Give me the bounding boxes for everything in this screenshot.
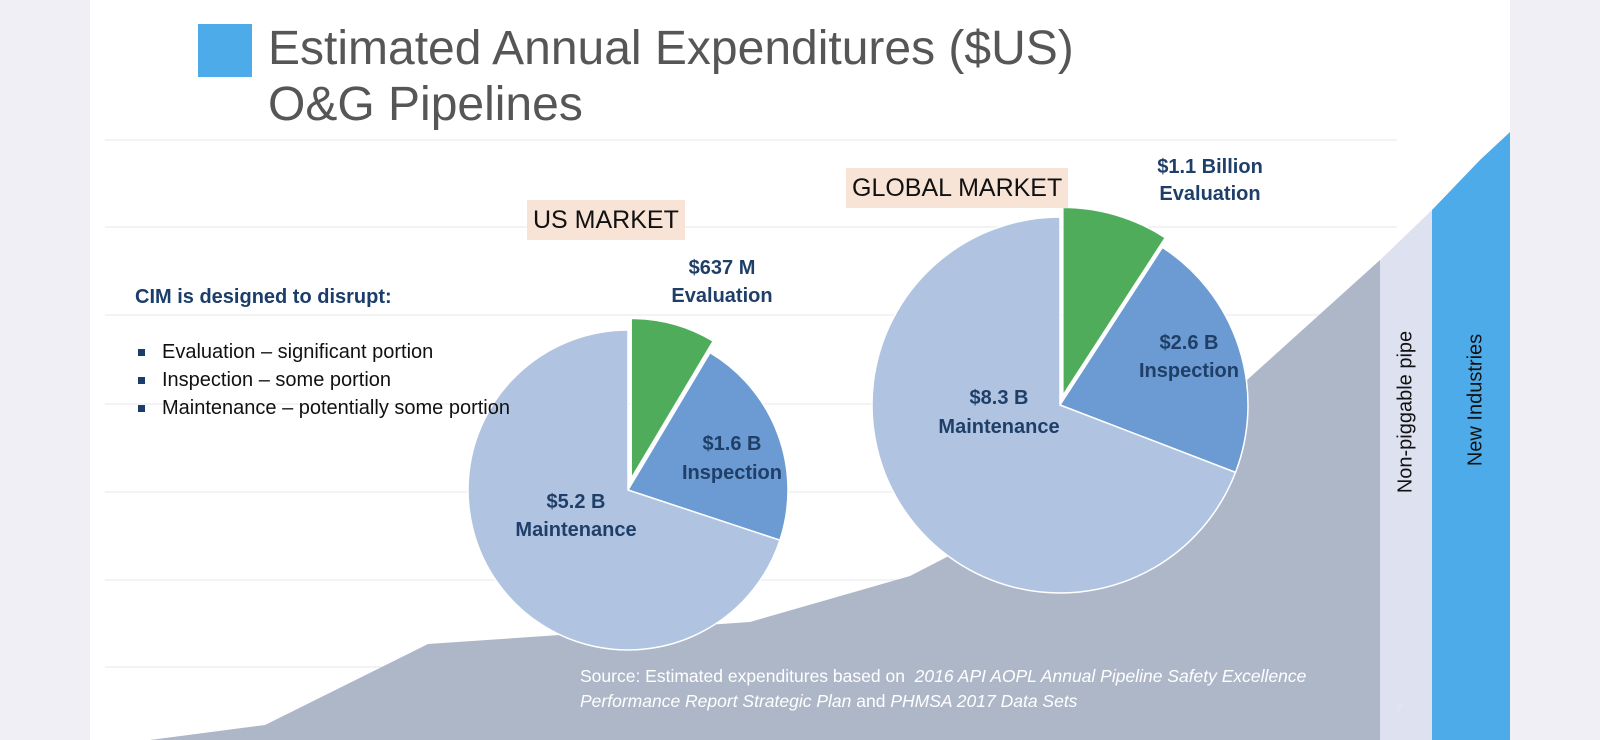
data-label-evaluation: $1.1 Billion Evaluation xyxy=(1157,156,1263,205)
non-piggable-pipe-label: Non-piggable pipe xyxy=(1394,330,1417,494)
data-label-line: $8.3 B xyxy=(970,387,1029,409)
global-market-label: GLOBAL MARKET xyxy=(846,168,1069,208)
global-market-pie: $1.1 Billion Evaluation $2.6 B Inspection $8… xyxy=(871,156,1263,594)
pie-slice-inspection xyxy=(626,351,789,542)
source-doc2: PHMSA 2017 Data Sets xyxy=(890,691,1078,711)
pie-charts: $637 M Evaluation $1.6 B Inspection $5.2 B Ma… xyxy=(467,156,1263,651)
data-label-line: $1.1 Billion xyxy=(1157,156,1263,178)
data-label-maintenance: $5.2 B Maintenance xyxy=(515,491,636,541)
pie-slice-inspection xyxy=(1058,246,1249,474)
list-item: Evaluation – significant portion xyxy=(135,338,535,366)
disrupt-heading: CIM is designed to disrupt: xyxy=(135,286,392,308)
data-label-line: $5.2 B xyxy=(547,491,606,513)
non-piggable-band xyxy=(1380,210,1432,740)
data-label-line: $2.6 B xyxy=(1160,332,1219,354)
source-doc1: 2016 API AOPL Annual Pipeline Safety Exc… xyxy=(580,666,1307,711)
list-item: Inspection – some portion xyxy=(135,366,535,394)
disrupt-list: Evaluation – significant portion Inspect… xyxy=(135,338,535,422)
data-label-evaluation: $637 M Evaluation xyxy=(671,257,772,307)
new-industries-label: New Industries xyxy=(1464,333,1487,467)
title-accent-square xyxy=(198,24,252,77)
us-market-label: US MARKET xyxy=(527,200,685,240)
new-industries-band xyxy=(1432,132,1510,740)
data-label-line: Maintenance xyxy=(938,416,1059,438)
pie-slice-maintenance xyxy=(467,329,781,651)
source-prefix: Source: Estimated expenditures based on xyxy=(580,666,905,686)
page-number: 7 xyxy=(1396,702,1403,716)
data-label-inspection: $2.6 B Inspection xyxy=(1139,332,1239,382)
data-label-line: Evaluation xyxy=(671,285,772,307)
chart-canvas: $637 M Evaluation $1.6 B Inspection $5.2 B Ma… xyxy=(105,132,1510,740)
us-market-pie: $637 M Evaluation $1.6 B Inspection $5.2 B Ma… xyxy=(467,257,789,651)
pie-slice-maintenance xyxy=(871,216,1237,594)
data-label-line: Evaluation xyxy=(1159,183,1260,205)
source-note: Source: Estimated expenditures based on … xyxy=(580,664,1380,714)
growth-area xyxy=(150,260,1380,740)
data-label-line: Maintenance xyxy=(515,519,636,541)
pie-slice-evaluation xyxy=(630,317,715,482)
source-joiner: and xyxy=(856,691,886,711)
data-label-line: Inspection xyxy=(1139,360,1239,382)
list-item: Maintenance – potentially some portion xyxy=(135,394,535,422)
page-title-line1: Estimated Annual Expenditures ($US) xyxy=(268,22,1074,75)
data-label-inspection: $1.6 B Inspection xyxy=(682,433,782,484)
data-label-line: Inspection xyxy=(682,462,782,484)
data-label-line: $1.6 B xyxy=(703,433,762,455)
page-title-line2: O&G Pipelines xyxy=(268,78,583,131)
data-label-maintenance: $8.3 B Maintenance xyxy=(938,387,1059,438)
data-label-line: $637 M xyxy=(689,257,756,279)
slide: $637 M Evaluation $1.6 B Inspection $5.2 B Ma… xyxy=(90,0,1510,740)
